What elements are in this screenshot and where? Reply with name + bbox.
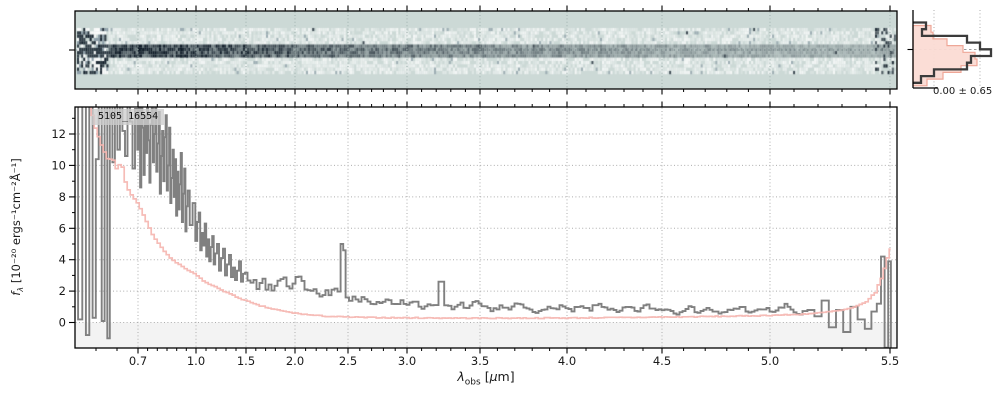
x-axis-unit-open: [ (480, 369, 490, 384)
grid-1d (75, 107, 897, 348)
y-tick-label: 8 (59, 190, 66, 204)
x-axis-unit-mu: μ (489, 369, 498, 384)
x-axis-unit-close: m] (497, 369, 515, 384)
below-zero-shading (75, 322, 897, 348)
residual-histogram (907, 10, 993, 89)
y-tick-label: 6 (59, 221, 66, 235)
x-tick-label: 4.5 (653, 354, 671, 368)
panel-2d-decorations (69, 5, 898, 95)
y-axis-label: fλ [10⁻²⁰ ergs⁻¹cm⁻²Å⁻¹] (9, 158, 25, 296)
x-axis-symbol: λ (457, 369, 465, 384)
x-axis-symbol-sub: obs (464, 377, 481, 388)
x-tick-label: 2.0 (286, 354, 304, 368)
y-axis-unit: [10⁻²⁰ ergs⁻¹cm⁻²Å⁻¹] (8, 158, 23, 287)
y-tick-label: 12 (51, 127, 66, 141)
x-tick-label: 2.5 (339, 354, 357, 368)
panel-1d-border (74, 106, 898, 349)
histogram-outline (913, 21, 993, 84)
x-axis-label: λobs [μm] (75, 369, 897, 388)
y-tick-label: 2 (59, 284, 66, 298)
x-tick-label: 5.5 (881, 354, 899, 368)
residual-stats-label: 0.00 ± 0.65 (933, 86, 993, 97)
y-tick-label: 10 (51, 158, 66, 172)
x-tick-label: 1.5 (237, 354, 255, 368)
uncertainty-line (90, 107, 891, 320)
y-tick-label: 0 (59, 316, 66, 330)
y-axis-symbol-sub: λ (15, 286, 26, 292)
object-id-label: 5105_16554 (92, 109, 165, 125)
x-tick-label: 1.0 (187, 354, 205, 368)
y-axis-symbol: f (8, 291, 23, 296)
x-tick-label: 3.5 (471, 354, 489, 368)
panel-1d: 0.7 1.0 1.5 2.0 2.5 3.0 3.5 4.0 4.5 5.0 5.5 0 2 4 6 8 10… (51, 101, 899, 368)
x-tick-label: 5.0 (761, 354, 779, 368)
x-tick-label: 3.0 (398, 354, 416, 368)
y-tick-label: 4 (59, 253, 66, 267)
spectrum-lines (77, 107, 892, 348)
x-tick-label: 0.7 (129, 354, 147, 368)
x-tick-label: 4.0 (558, 354, 576, 368)
axis-ticks: 0.7 1.0 1.5 2.0 2.5 3.0 3.5 4.0 4.5 5.0 5.5 0 2 4 6 8 10… (51, 101, 899, 368)
spectrum-line (77, 107, 892, 348)
histogram-filled (912, 24, 978, 87)
